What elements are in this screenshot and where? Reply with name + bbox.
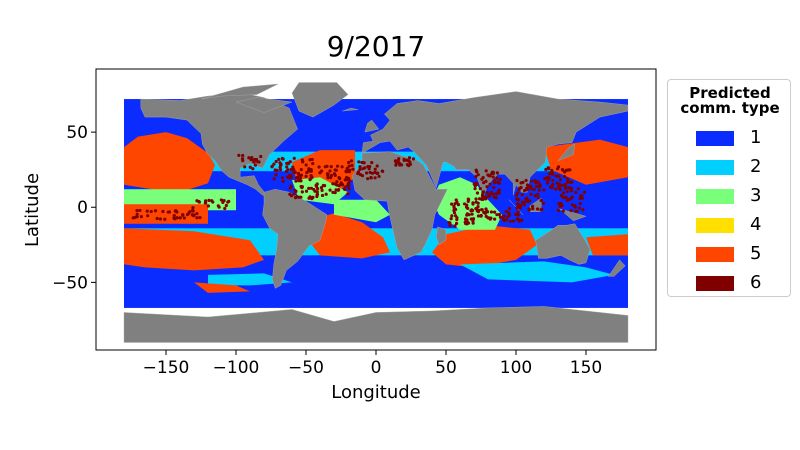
x-tick-label: 50: [435, 358, 457, 378]
y-tick-label: 0: [77, 198, 88, 218]
community-type-6-points: [131, 153, 587, 228]
x-axis-label: Longitude: [331, 382, 421, 403]
legend-swatch: [696, 189, 734, 204]
x-tick-label: −50: [288, 358, 324, 378]
legend-swatch: [696, 247, 734, 262]
x-tick-label: 100: [500, 358, 532, 378]
land-layer: [123, 82, 629, 343]
legend-swatch: [696, 160, 734, 175]
y-axis: −50 0 50: [52, 123, 96, 293]
x-tick-label: 150: [570, 358, 602, 378]
legend-label: 6: [750, 272, 762, 293]
legend-label: 1: [750, 127, 762, 148]
legend-swatch: [696, 131, 734, 146]
legend-item-3: 3: [696, 186, 786, 206]
legend-label: 3: [750, 185, 762, 206]
legend-label: 4: [750, 214, 762, 235]
legend-label: 2: [750, 156, 762, 177]
legend-swatch: [696, 218, 734, 233]
legend: Predicted comm. type 1 2 3 4 5 6: [667, 79, 791, 297]
legend-title-text: Predicted comm. type: [680, 84, 780, 117]
x-tick-label: −150: [143, 358, 190, 378]
legend-swatch: [696, 276, 734, 291]
legend-item-4: 4: [696, 215, 786, 235]
x-tick-label: −100: [213, 358, 260, 378]
x-axis: −150 −100 −50 0 50 100 150: [143, 350, 602, 378]
legend-title: Predicted comm. type: [668, 86, 792, 116]
map-title: 9/2017: [326, 30, 426, 63]
legend-item-2: 2: [696, 157, 786, 177]
legend-item-6: 6: [696, 273, 786, 293]
y-tick-label: −50: [52, 273, 88, 293]
x-tick-label: 0: [371, 358, 382, 378]
y-tick-label: 50: [66, 123, 88, 143]
legend-item-5: 5: [696, 244, 786, 264]
legend-item-1: 1: [696, 128, 786, 148]
legend-label: 5: [750, 243, 762, 264]
y-axis-label: Latitude: [22, 173, 43, 247]
